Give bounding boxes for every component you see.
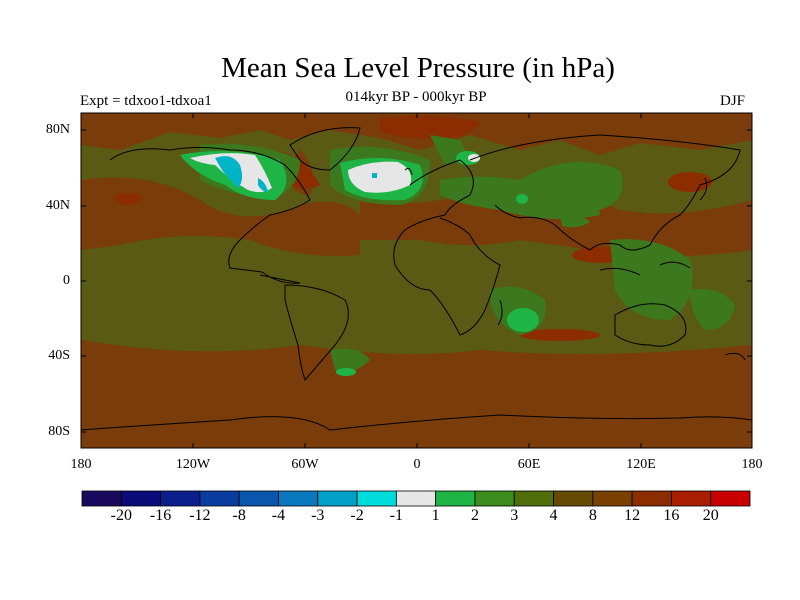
colorbar-swatch <box>81 490 122 507</box>
colorbar-label: -12 <box>189 507 211 524</box>
colorbar-label: -1 <box>389 507 403 524</box>
colorbar-label: -3 <box>311 507 325 524</box>
colorbar-swatch <box>238 490 279 507</box>
lon-label-120e: 120E <box>626 457 656 472</box>
lat-ticks <box>81 129 752 433</box>
colorbar-swatch <box>395 490 437 507</box>
lon-label-120w: 120W <box>175 457 211 472</box>
lat-label-0: 0 <box>63 273 70 288</box>
lat-label-80s: 80S <box>48 424 70 439</box>
colorbar-swatch <box>592 490 633 507</box>
coastlines <box>81 127 752 431</box>
colorbar-swatch <box>120 490 161 507</box>
colorbar-swatch <box>317 490 358 507</box>
colorbar-label: -8 <box>232 507 246 524</box>
chart-title: Mean Sea Level Pressure (in hPa) <box>221 52 615 84</box>
colorbar-label: -16 <box>149 507 172 524</box>
colorbar-swatch <box>513 490 554 507</box>
experiment-label: Expt = tdxoo1-tdxoa1 <box>80 93 212 109</box>
colorbar-swatch <box>671 490 712 507</box>
colorbar-swatch <box>631 490 672 507</box>
colorbar-swatch <box>199 490 240 507</box>
colorbar-label: 3 <box>510 507 519 524</box>
season-label: DJF <box>720 93 746 109</box>
colorbar-label: -20 <box>110 507 132 524</box>
colorbar-label: 8 <box>588 507 597 524</box>
colorbar <box>81 490 751 507</box>
lat-label-40s: 40S <box>48 348 70 363</box>
lat-label-40n: 40N <box>45 198 70 213</box>
colorbar-swatch <box>160 490 201 507</box>
colorbar-label: -4 <box>271 507 286 524</box>
colorbar-label: 16 <box>663 507 680 524</box>
lon-label-180w: 180 <box>70 457 92 472</box>
colorbar-label: 4 <box>549 507 558 524</box>
colorbar-swatch <box>356 490 397 507</box>
chart-subtitle: 014kyr BP - 000kyr BP <box>345 89 487 105</box>
lon-label-0: 0 <box>413 457 421 472</box>
lon-ticks <box>192 113 642 448</box>
colorbar-swatch <box>553 490 594 507</box>
colorbar-label: -2 <box>350 507 364 524</box>
colorbar-swatch <box>435 490 476 507</box>
colorbar-label: 20 <box>702 507 719 524</box>
lon-label-180e: 180 <box>741 457 763 472</box>
lon-label-60e: 60E <box>517 457 541 472</box>
lat-label-80n: 80N <box>45 122 70 137</box>
colorbar-label: 12 <box>624 507 641 524</box>
pressure-field <box>81 113 752 448</box>
colorbar-label: 2 <box>470 507 479 524</box>
colorbar-swatch <box>278 490 319 507</box>
negative-anomaly-zones <box>215 156 377 192</box>
colorbar-swatch <box>474 490 515 507</box>
colorbar-label: 1 <box>431 507 440 524</box>
lon-label-60w: 60W <box>291 457 319 472</box>
colorbar-swatch <box>710 490 751 507</box>
